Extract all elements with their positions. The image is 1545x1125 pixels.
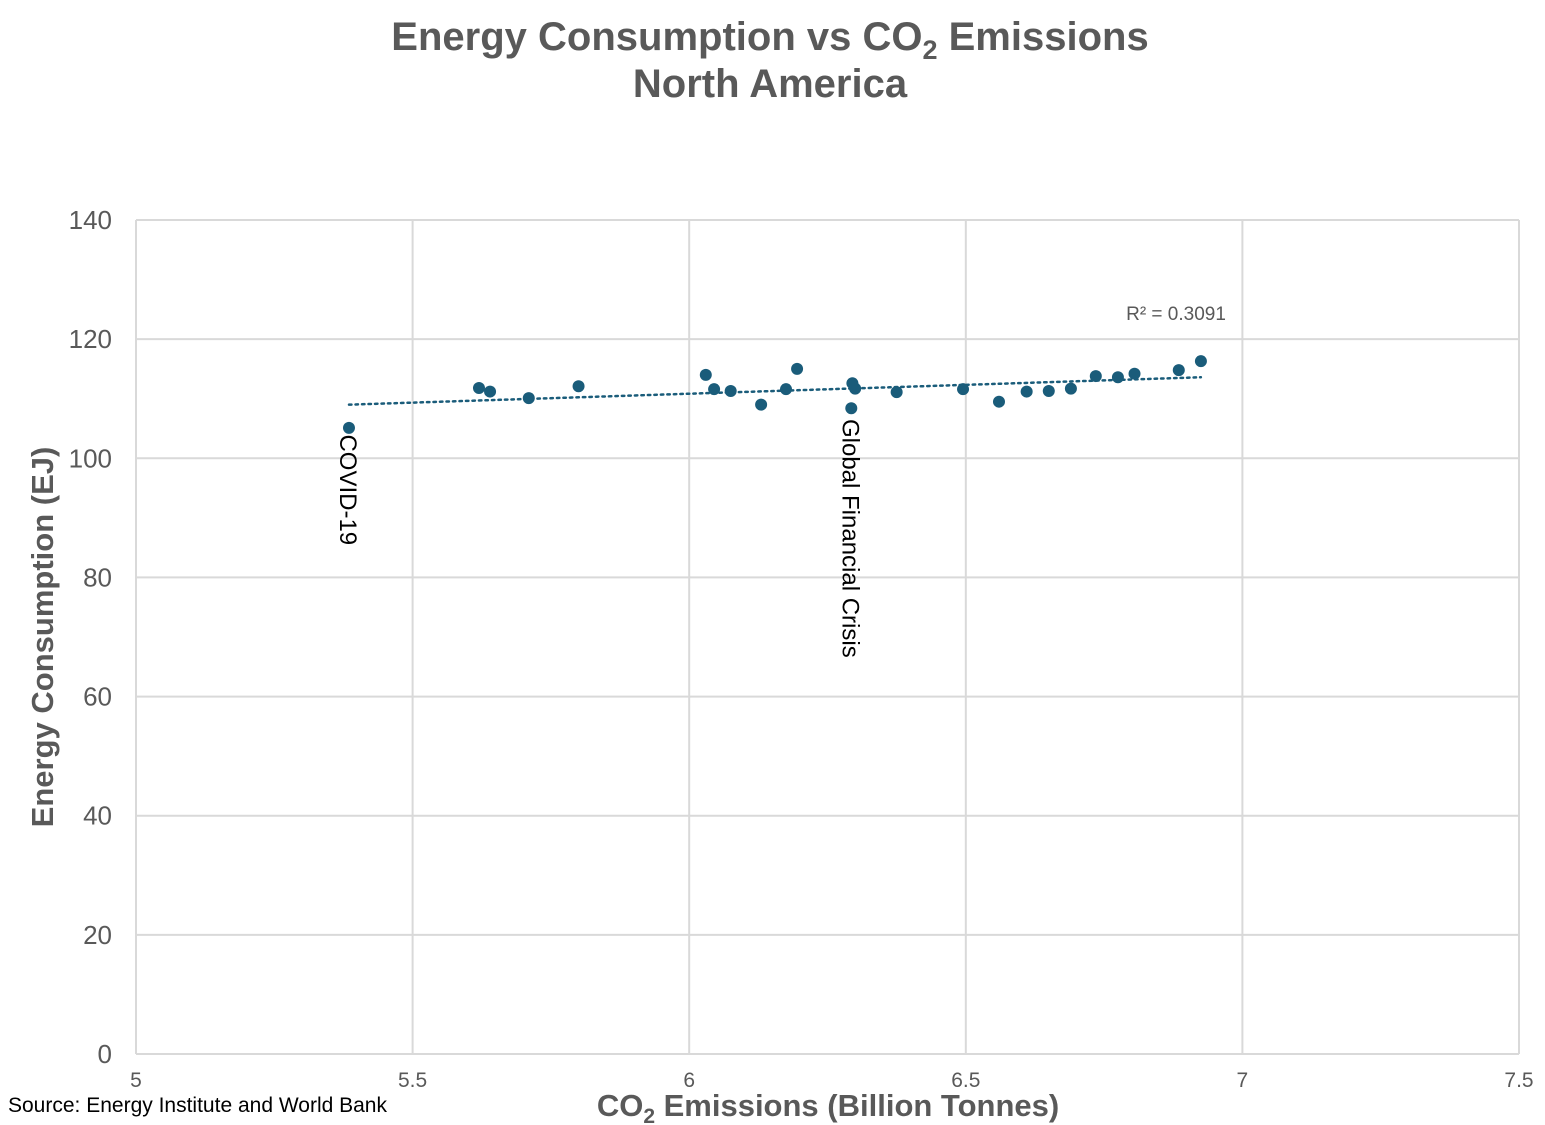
y-tick-label: 20	[83, 920, 112, 950]
x-axis-title: CO2 Emissions (Billion Tonnes)	[597, 1088, 1059, 1125]
annotation-label: COVID-19	[334, 434, 361, 545]
data-point	[1064, 382, 1077, 395]
y-tick-label: 60	[83, 682, 112, 712]
data-point	[1111, 371, 1124, 384]
data-point	[724, 384, 737, 397]
source-note: Source: Energy Institute and World Bank	[8, 1094, 387, 1117]
x-tick-label: 5	[130, 1069, 142, 1092]
data-point	[755, 398, 768, 411]
y-tick-label: 80	[83, 562, 112, 592]
data-point	[992, 395, 1005, 408]
data-point	[472, 381, 485, 394]
data-point	[780, 383, 793, 396]
data-point	[342, 421, 355, 434]
r-squared-label: R² = 0.3091	[1126, 304, 1226, 325]
y-tick-label: 140	[69, 205, 112, 235]
chart-title-line2: North America	[633, 62, 908, 106]
y-tick-labels: 0 20 40 60 80 100 120 140	[69, 205, 112, 1069]
trendline-group: R² = 0.3091	[347, 304, 1226, 406]
data-point	[1042, 384, 1055, 397]
data-point	[572, 380, 585, 393]
x-tick-label: 5.5	[398, 1069, 427, 1092]
data-point	[708, 383, 721, 396]
data-point	[1194, 355, 1207, 368]
y-tick-label: 100	[69, 443, 112, 473]
x-tick-labels: 5 5.5 6 6.5 7 7.5	[130, 1069, 1533, 1092]
annotation-label: Global Financial Crisis	[836, 419, 863, 658]
data-point	[890, 386, 903, 399]
data-point	[791, 362, 804, 375]
data-point	[1128, 367, 1141, 380]
data-point	[1089, 370, 1102, 383]
annotations: COVID-19 Global Financial Crisis	[334, 419, 863, 658]
chart-title-line1: Energy Consumption vs CO2 Emissions	[391, 15, 1148, 65]
y-tick-label: 0	[98, 1039, 112, 1069]
data-point	[845, 402, 858, 415]
data-point	[699, 368, 712, 381]
data-point	[957, 383, 970, 396]
trendline	[347, 376, 1203, 406]
x-tick-label: 7.5	[1504, 1069, 1533, 1092]
grid-lines	[135, 219, 1520, 1055]
y-tick-label: 40	[83, 801, 112, 831]
x-tick-label: 7	[1237, 1069, 1249, 1092]
data-point	[522, 392, 535, 405]
data-point	[1172, 364, 1185, 377]
data-points	[342, 355, 1207, 434]
data-point	[484, 385, 497, 398]
data-point	[849, 382, 862, 395]
x-tick-label: 6	[683, 1069, 695, 1092]
x-tick-label: 6.5	[951, 1069, 980, 1092]
y-tick-label: 120	[69, 324, 112, 354]
y-axis-title: Energy Consumption (EJ)	[25, 447, 60, 828]
data-point	[1020, 385, 1033, 398]
